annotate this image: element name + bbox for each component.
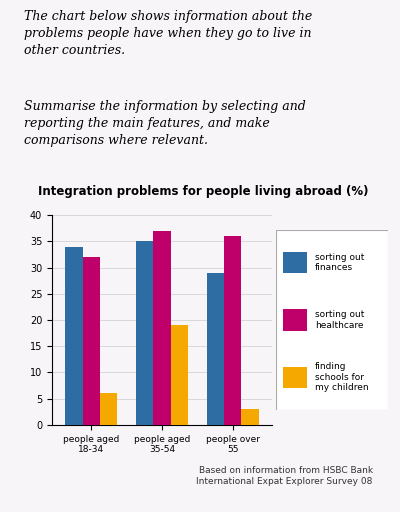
Bar	[170, 325, 188, 425]
Text: The chart below shows information about the
problems people have when they go to: The chart below shows information about …	[24, 10, 312, 57]
Bar	[154, 231, 170, 425]
Text: sorting out
healthcare: sorting out healthcare	[315, 310, 364, 330]
Bar	[136, 241, 154, 425]
Bar	[224, 236, 242, 425]
Text: finding
schools for
my children: finding schools for my children	[315, 362, 369, 392]
Bar	[242, 409, 258, 425]
FancyBboxPatch shape	[276, 230, 388, 410]
Text: sorting out
finances: sorting out finances	[315, 253, 364, 272]
Bar	[208, 273, 224, 425]
FancyBboxPatch shape	[283, 252, 307, 273]
Bar	[66, 247, 82, 425]
Bar	[100, 393, 116, 425]
Text: Integration problems for people living abroad (%): Integration problems for people living a…	[38, 185, 369, 199]
FancyBboxPatch shape	[283, 309, 307, 331]
Text: Summarise the information by selecting and
reporting the main features, and make: Summarise the information by selecting a…	[24, 100, 306, 147]
Text: Based on information from HSBC Bank
International Expat Explorer Survey 08: Based on information from HSBC Bank Inte…	[196, 466, 373, 486]
FancyBboxPatch shape	[283, 367, 307, 388]
Bar	[82, 257, 100, 425]
